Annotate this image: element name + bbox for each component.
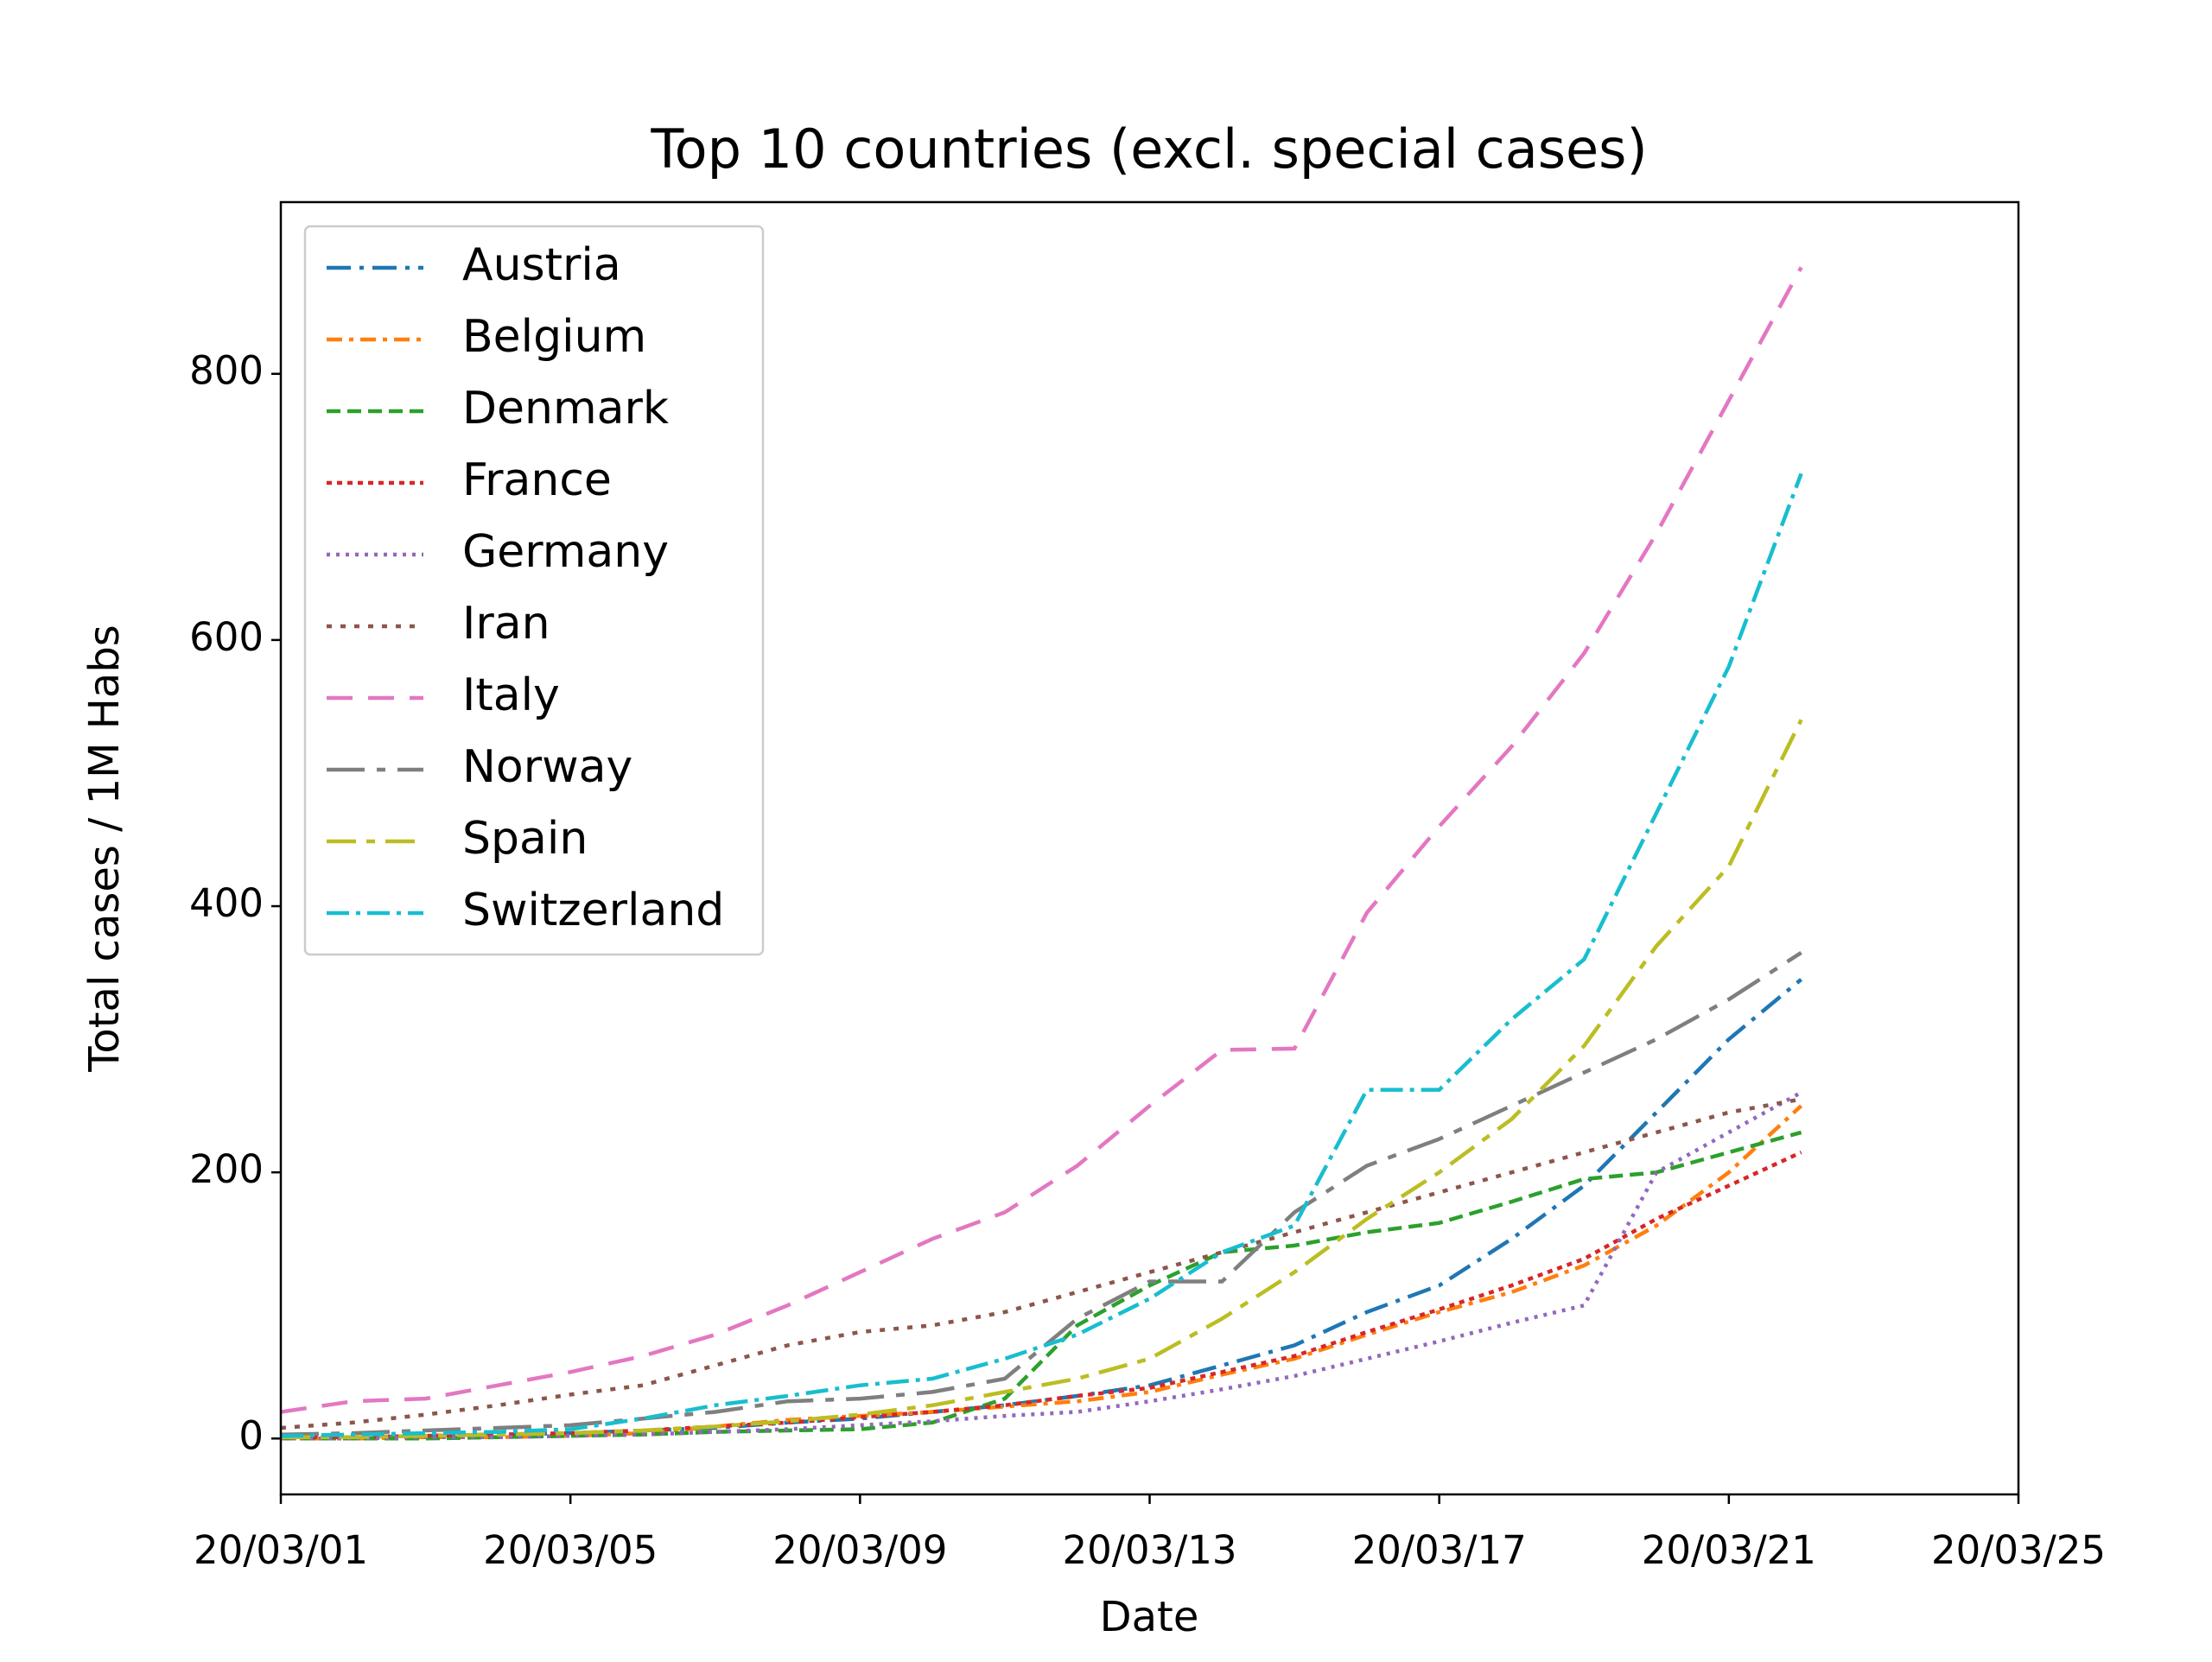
legend-label: Austria: [462, 239, 621, 291]
legend-label: Italy: [462, 669, 560, 721]
series-line: [281, 266, 1803, 1414]
y-axis-label: Total cases / 1M Habs: [80, 625, 129, 1073]
chart-title: Top 10 countries (excl. special cases): [650, 117, 1647, 181]
series-line: [281, 1130, 1802, 1441]
x-tick-label: 20/03/05: [483, 1527, 658, 1573]
series-line: [281, 473, 1803, 1438]
series-line: [281, 1097, 1802, 1430]
y-tick-label: 400: [189, 880, 264, 926]
legend-label: Germany: [462, 526, 669, 578]
series-line: [281, 978, 1803, 1440]
y-tick-label: 800: [189, 348, 264, 394]
y-tick-label: 0: [238, 1412, 264, 1458]
legend-label: Iran: [462, 598, 550, 650]
legend-label: France: [462, 454, 612, 506]
x-tick-label: 20/03/13: [1062, 1527, 1236, 1573]
legend-label: Switzerland: [462, 885, 724, 936]
legend-label: Denmark: [462, 383, 669, 435]
legend-label: Norway: [462, 741, 632, 793]
series-line: [281, 1090, 1802, 1441]
series-line: [281, 1104, 1803, 1441]
legend-box: [303, 225, 765, 956]
legend-label: Spain: [462, 813, 588, 865]
series-line: [281, 719, 1803, 1440]
legend-label: Belgium: [462, 311, 646, 363]
x-axis-label: Date: [1100, 1593, 1199, 1641]
x-tick-label: 20/03/25: [1931, 1527, 2106, 1573]
plot-frame: [279, 200, 2020, 1496]
x-tick-label: 20/03/01: [194, 1527, 368, 1573]
x-tick-label: 20/03/21: [1642, 1527, 1816, 1573]
x-tick-label: 20/03/09: [772, 1527, 947, 1573]
y-tick-label: 200: [189, 1146, 264, 1192]
x-tick-label: 20/03/17: [1352, 1527, 1527, 1573]
y-tick-label: 600: [189, 614, 264, 660]
plot-lines: [281, 266, 1803, 1441]
series-line: [281, 951, 1802, 1437]
